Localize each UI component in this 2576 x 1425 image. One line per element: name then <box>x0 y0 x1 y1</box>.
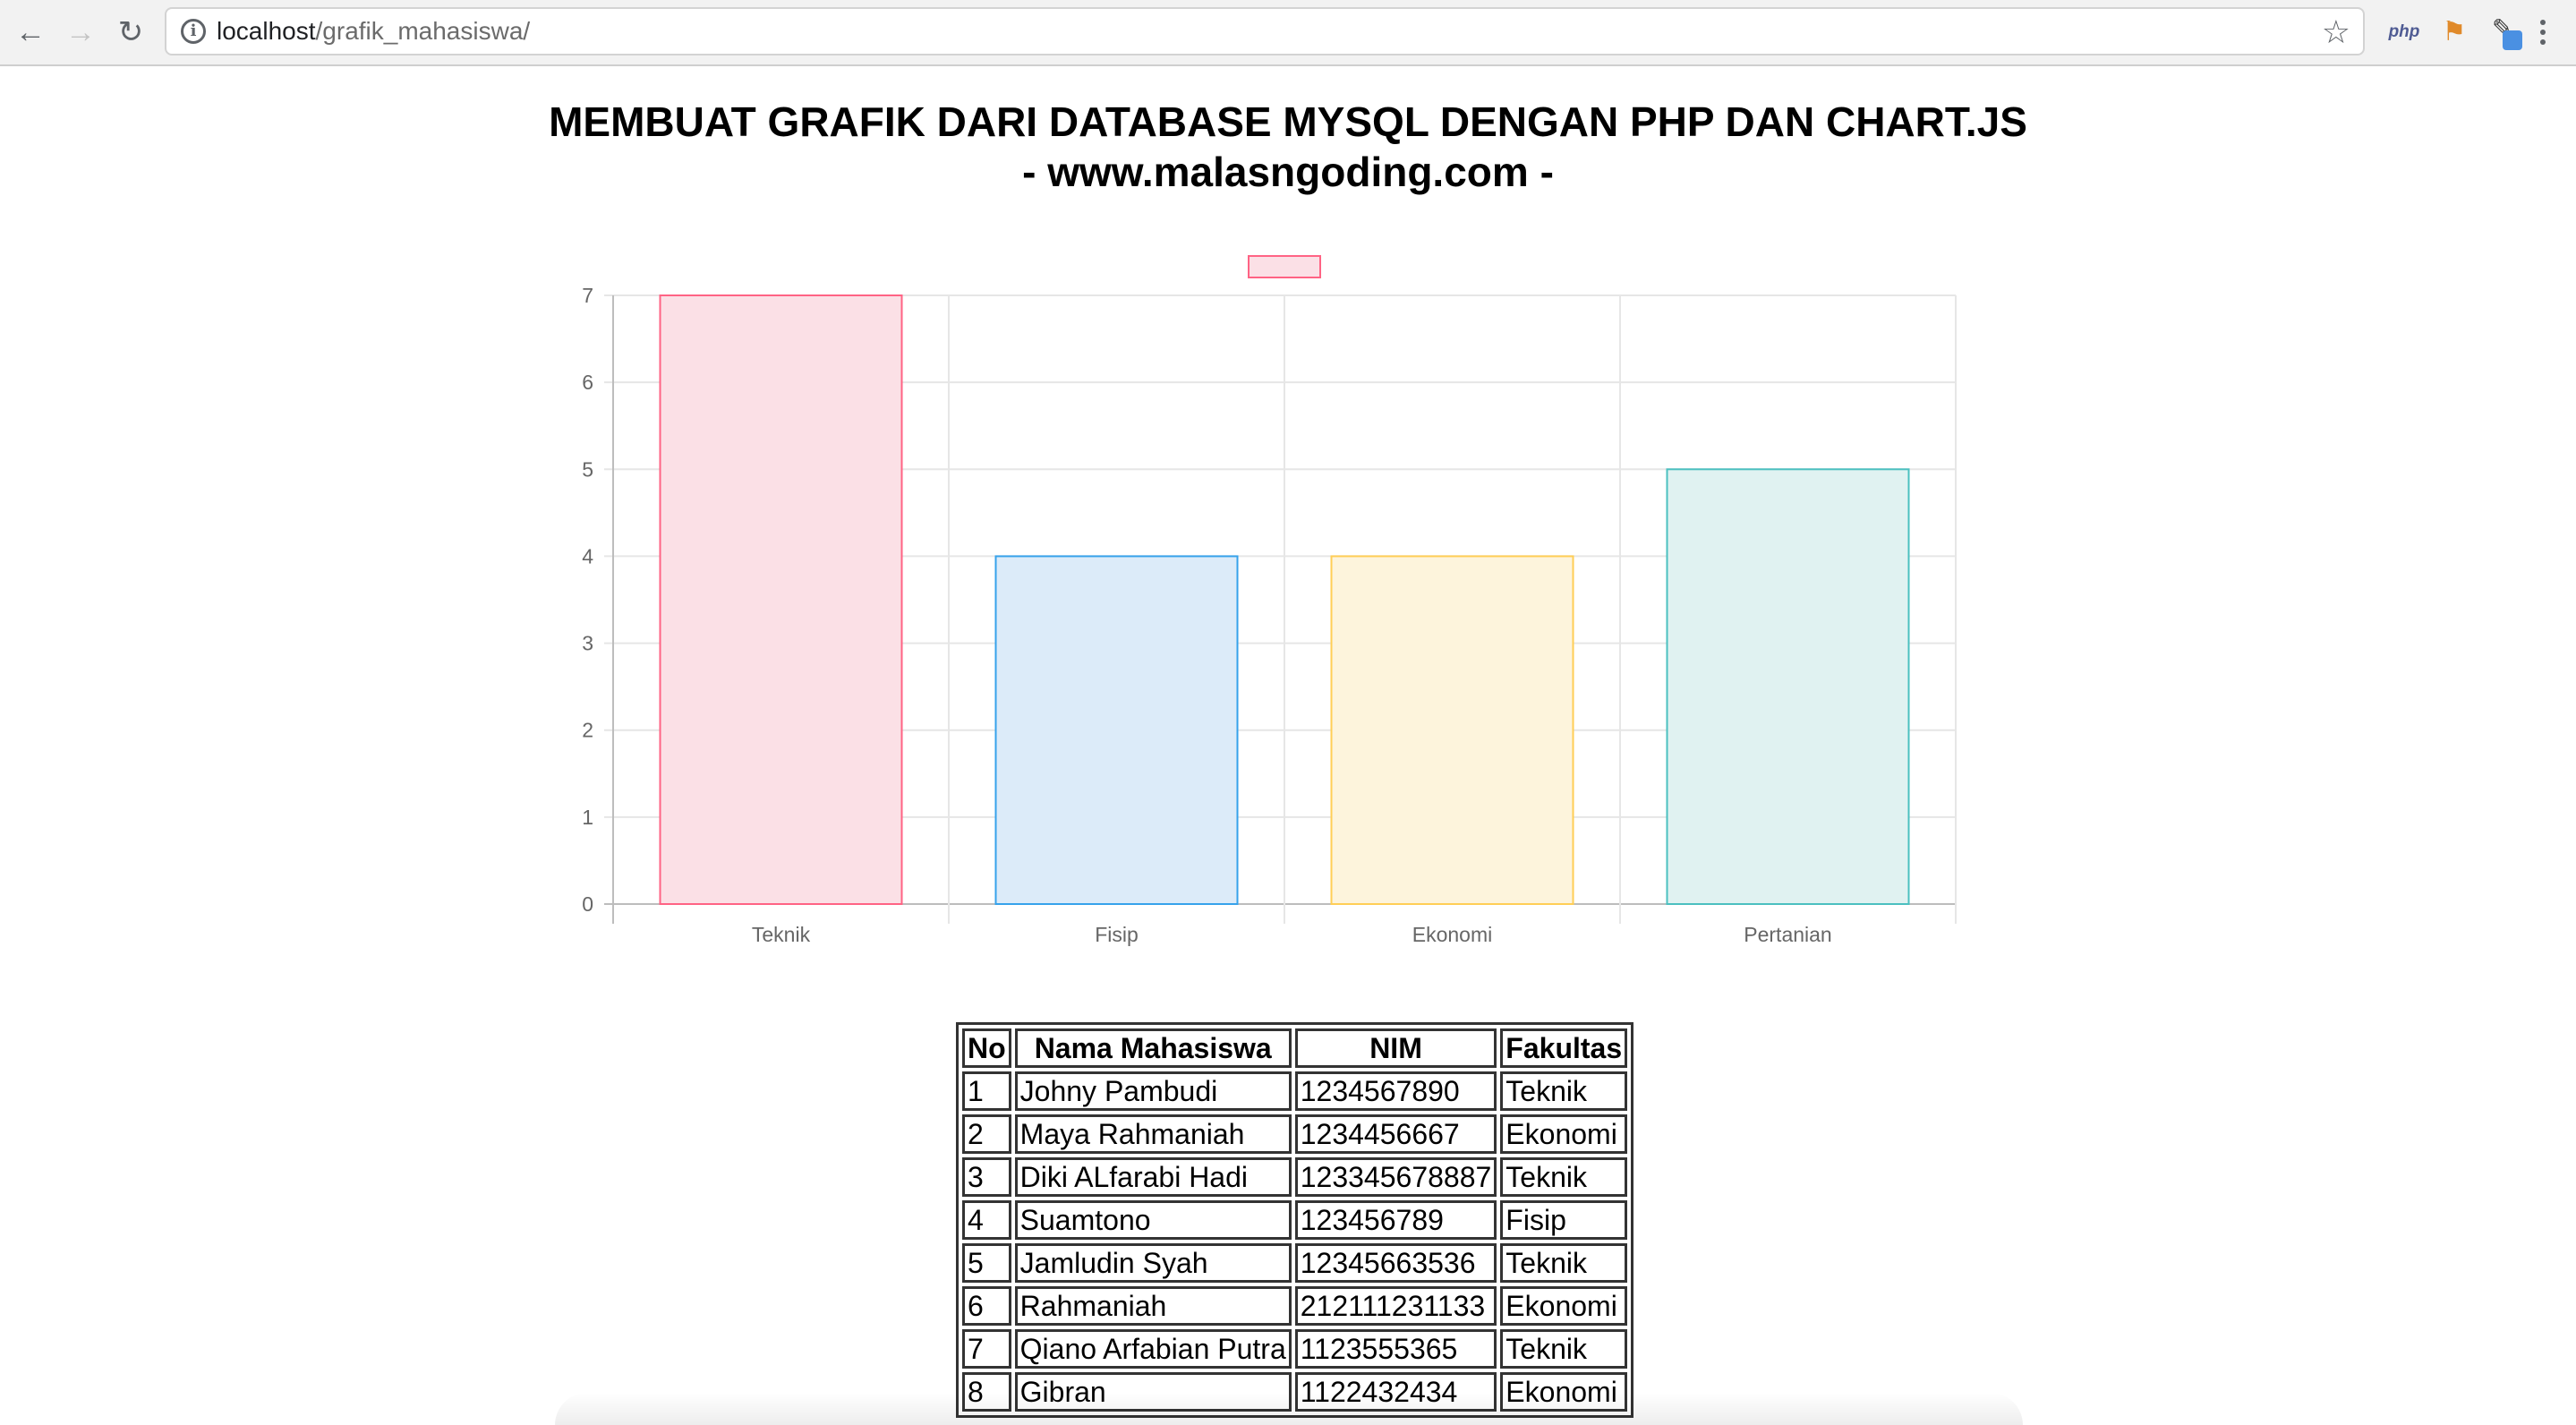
x-tick-label: Ekonomi <box>1412 923 1492 946</box>
cell-no: 2 <box>962 1114 1011 1154</box>
cell-no: 8 <box>962 1372 1011 1412</box>
cell-fakultas: Fisip <box>1500 1200 1628 1240</box>
cell-fakultas: Teknik <box>1500 1243 1628 1283</box>
cell-fakultas: Ekonomi <box>1500 1286 1628 1326</box>
header-no: No <box>962 1028 1011 1068</box>
forward-icon[interactable]: → <box>65 15 96 49</box>
y-tick-label: 4 <box>582 544 593 567</box>
info-icon[interactable]: i <box>181 19 206 44</box>
bar-teknik <box>659 294 903 905</box>
cell-fakultas: Teknik <box>1500 1071 1628 1111</box>
cell-nama: Suamtono <box>1014 1200 1292 1240</box>
cell-no: 5 <box>962 1243 1011 1283</box>
legend-swatch[interactable] <box>1248 255 1321 278</box>
flag-extension-icon[interactable]: ⚑ <box>2442 17 2467 47</box>
x-tick-label: Teknik <box>752 923 811 946</box>
table-row: 7 Qiano Arfabian Putra 1123555365 Teknik <box>962 1329 1628 1369</box>
php-extension-label: php <box>2388 22 2420 41</box>
table-row: 4 Suamtono 123456789 Fisip <box>962 1200 1628 1240</box>
table-row: 3 Diki ALfarabi Hadi 123345678887 Teknik <box>962 1157 1628 1197</box>
cell-fakultas: Ekonomi <box>1500 1372 1628 1412</box>
cell-nama: Rahmaniah <box>1014 1286 1292 1326</box>
bar-chart[interactable]: 0 1 2 3 4 5 6 7 Teknik Fisip Ekonomi Pertanian <box>555 242 1969 958</box>
y-tick-label: 7 <box>582 284 593 307</box>
cell-nama: Johny Pambudi <box>1014 1071 1292 1111</box>
cell-nama: Qiano Arfabian Putra <box>1014 1329 1292 1369</box>
bar-pertanian <box>1666 468 1910 906</box>
header-fakultas: Fakultas <box>1500 1028 1628 1068</box>
address-bar[interactable]: i localhost/grafik_mahasiswa/ ☆ <box>165 7 2365 55</box>
bar-ekonomi <box>1330 555 1574 905</box>
header-nama: Nama Mahasiswa <box>1014 1028 1292 1068</box>
cell-fakultas: Ekonomi <box>1500 1114 1628 1154</box>
cell-nim: 123456789 <box>1294 1200 1497 1240</box>
cell-no: 3 <box>962 1157 1011 1197</box>
php-extension-icon[interactable]: php <box>2384 13 2424 52</box>
bottom-shadow <box>555 1393 2023 1425</box>
url-text[interactable]: localhost/grafik_mahasiswa/ <box>217 9 530 54</box>
cell-nim: 123345678887 <box>1294 1157 1497 1197</box>
cell-no: 1 <box>962 1071 1011 1111</box>
table-header-row: No Nama Mahasiswa NIM Fakultas <box>962 1028 1628 1068</box>
table-row: 2 Maya Rahmaniah 1234456667 Ekonomi <box>962 1114 1628 1154</box>
reload-icon[interactable]: ↻ <box>117 15 144 49</box>
cell-nim: 1234456667 <box>1294 1114 1497 1154</box>
cell-no: 6 <box>962 1286 1011 1326</box>
page-subtitle: - www.malasngoding.com - <box>1022 149 1554 195</box>
cell-no: 7 <box>962 1329 1011 1369</box>
cell-nama: Maya Rahmaniah <box>1014 1114 1292 1154</box>
cell-nama: Gibran <box>1014 1372 1292 1412</box>
cell-no: 4 <box>962 1200 1011 1240</box>
cell-nim: 1234567890 <box>1294 1071 1497 1111</box>
y-tick-label: 1 <box>582 806 593 829</box>
table-row: 1 Johny Pambudi 1234567890 Teknik <box>962 1071 1628 1111</box>
bar-fisip <box>994 555 1239 905</box>
y-tick-label: 2 <box>582 719 593 742</box>
pen-extension-icon[interactable]: ✎ <box>2488 13 2528 52</box>
cell-nim: 1122432434 <box>1294 1372 1497 1412</box>
browser-menu-icon[interactable] <box>2529 13 2556 52</box>
browser-toolbar: ← → ↻ i localhost/grafik_mahasiswa/ ☆ ph… <box>0 0 2576 66</box>
header-nim: NIM <box>1294 1028 1497 1068</box>
mahasiswa-table: No Nama Mahasiswa NIM Fakultas 1 Johny P… <box>956 1022 1634 1418</box>
chart-legend <box>1248 255 1321 278</box>
page-title: MEMBUAT GRAFIK DARI DATABASE MYSQL DENGA… <box>549 98 2027 145</box>
y-tick-label: 0 <box>582 892 593 916</box>
table-row: 5 Jamludin Syah 12345663536 Teknik <box>962 1243 1628 1283</box>
x-tick-label: Fisip <box>1095 923 1139 946</box>
table-row: 8 Gibran 1122432434 Ekonomi <box>962 1372 1628 1412</box>
y-tick-label: 5 <box>582 457 593 481</box>
y-tick-label: 3 <box>582 632 593 655</box>
x-tick-label: Pertanian <box>1744 923 1831 946</box>
cell-nim: 1123555365 <box>1294 1329 1497 1369</box>
cell-nim: 12345663536 <box>1294 1243 1497 1283</box>
url-path: /grafik_mahasiswa/ <box>315 17 531 45</box>
back-icon[interactable]: ← <box>15 15 46 49</box>
cell-nama: Jamludin Syah <box>1014 1243 1292 1283</box>
cell-fakultas: Teknik <box>1500 1157 1628 1197</box>
table-row: 6 Rahmaniah 212111231133 Ekonomi <box>962 1286 1628 1326</box>
bookmark-star-icon[interactable]: ☆ <box>2321 13 2350 50</box>
url-host: localhost <box>217 17 316 45</box>
cell-fakultas: Teknik <box>1500 1329 1628 1369</box>
y-tick-label: 6 <box>582 371 593 394</box>
pen-badge <box>2503 30 2522 50</box>
cell-nim: 212111231133 <box>1294 1286 1497 1326</box>
cell-nama: Diki ALfarabi Hadi <box>1014 1157 1292 1197</box>
